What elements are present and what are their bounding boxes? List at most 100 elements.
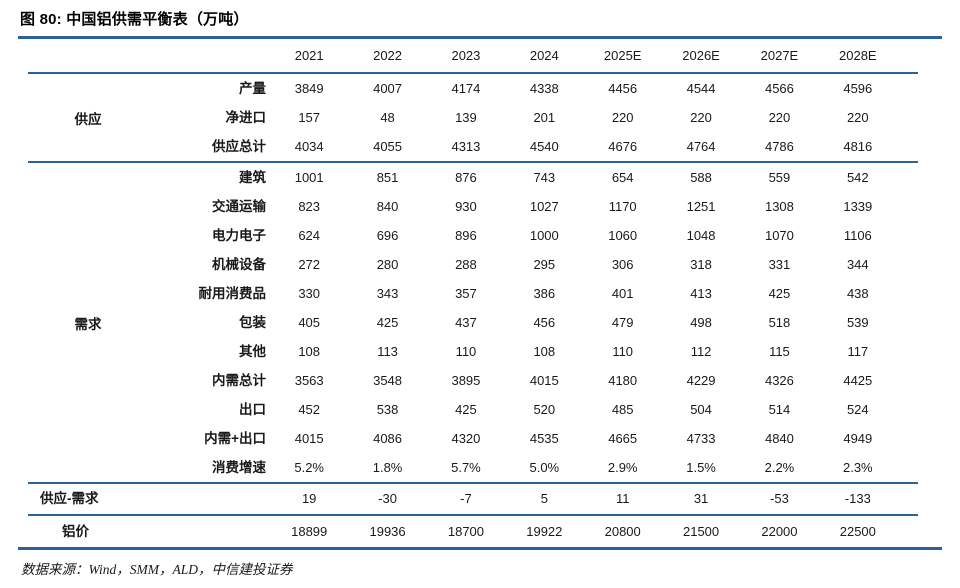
table-cell: 5.7% xyxy=(451,460,481,475)
table-cell: 3563 xyxy=(294,373,324,388)
table-cell: 4816 xyxy=(843,139,873,154)
year-header: 2022 xyxy=(373,48,403,63)
table-cell: 425 xyxy=(376,315,399,330)
table-cell: 624 xyxy=(298,228,321,243)
table-cell: 48 xyxy=(380,110,395,125)
table-cell: 4786 xyxy=(764,139,794,154)
table-cell: 306 xyxy=(611,257,634,272)
table-cell: 542 xyxy=(846,170,869,185)
table-cell: 4229 xyxy=(686,373,716,388)
table-cell: 139 xyxy=(455,110,477,125)
table-cell: 1106 xyxy=(843,228,872,243)
table-cell: 288 xyxy=(455,257,477,272)
table-cell: 425 xyxy=(455,402,477,417)
table-cell: 518 xyxy=(768,315,791,330)
table-cell: 11 xyxy=(615,491,630,506)
table-cell: 18899 xyxy=(291,524,328,539)
data-source-note: 数据来源：Wind，SMM，ALD，中信建投证券 xyxy=(21,562,293,577)
row-label: 交通运输 xyxy=(212,199,266,214)
table-cell: 20800 xyxy=(604,524,641,539)
table-cell: 851 xyxy=(376,170,399,185)
table-cell: 4338 xyxy=(529,81,559,96)
table-cell: 1308 xyxy=(764,199,794,214)
table-cell: 2.3% xyxy=(842,460,873,475)
table-rule xyxy=(28,482,918,484)
table-cell: 157 xyxy=(298,110,321,125)
table-cell: 4007 xyxy=(373,81,403,96)
table-cell: 425 xyxy=(768,286,791,301)
table-cell: 823 xyxy=(298,199,321,214)
table-cell: 4015 xyxy=(294,431,324,446)
table-cell: 4326 xyxy=(764,373,794,388)
table-cell: -133 xyxy=(844,491,871,506)
table-cell: 110 xyxy=(612,344,634,359)
table-cell: 4320 xyxy=(451,431,481,446)
table-cell: 1170 xyxy=(608,199,637,214)
year-header: 2023 xyxy=(451,48,481,63)
table-cell: 220 xyxy=(611,110,634,125)
row-label: 产量 xyxy=(239,81,266,96)
table-cell: 520 xyxy=(533,402,556,417)
row-label: 机械设备 xyxy=(212,257,266,272)
table-cell: 456 xyxy=(533,315,556,330)
figure-title: 图 80: 中国铝供需平衡表（万吨） xyxy=(20,11,249,28)
table-cell: 3849 xyxy=(294,81,324,96)
table-cell: 4544 xyxy=(686,81,716,96)
year-header: 2021 xyxy=(294,48,324,63)
table-cell: 108 xyxy=(533,344,556,359)
table-cell: 4764 xyxy=(686,139,716,154)
table-cell: 896 xyxy=(455,228,477,243)
row-label: 出口 xyxy=(239,402,266,417)
table-cell: 331 xyxy=(768,257,791,272)
table-cell: 1251 xyxy=(686,199,716,214)
table-cell: 5 xyxy=(540,491,548,506)
year-header: 2025E xyxy=(603,48,642,63)
table-cell: 295 xyxy=(533,257,556,272)
table-cell: 4174 xyxy=(451,81,481,96)
table-cell: 1060 xyxy=(608,228,638,243)
table-cell: 2.2% xyxy=(764,460,795,475)
table-cell: 19936 xyxy=(369,524,406,539)
table-cell: 110 xyxy=(455,344,477,359)
table-cell: 1000 xyxy=(529,228,559,243)
table-cell: 5.2% xyxy=(294,460,324,475)
table-cell: 3548 xyxy=(373,373,403,388)
table-cell: 4535 xyxy=(529,431,559,446)
table-cell: 4665 xyxy=(608,431,638,446)
table-cell: 4949 xyxy=(843,431,873,446)
table-cell: 220 xyxy=(846,110,869,125)
table-cell: 401 xyxy=(611,286,634,301)
table-cell: 318 xyxy=(690,257,712,272)
table-cell: 4596 xyxy=(843,81,873,96)
table-cell: 22500 xyxy=(839,524,876,539)
table-cell: 3895 xyxy=(451,373,481,388)
row-label: 其他 xyxy=(239,344,266,359)
table-cell: 5.0% xyxy=(529,460,560,475)
table-cell: 1070 xyxy=(764,228,794,243)
table-cell: 21500 xyxy=(682,524,720,539)
table-cell: 876 xyxy=(455,170,477,185)
table-cell: 588 xyxy=(690,170,712,185)
row-label: 供应总计 xyxy=(212,139,266,154)
table-cell: -53 xyxy=(770,491,789,506)
table-header-row: 2021 2022 2023 2024 2025E 2026E 2027E 2028E xyxy=(18,39,942,72)
table-cell: 4676 xyxy=(608,139,638,154)
table-cell: 930 xyxy=(455,199,477,214)
table-cell: 504 xyxy=(690,402,712,417)
table-cell: 4015 xyxy=(529,373,559,388)
table-cell: 479 xyxy=(611,315,634,330)
header-spacer xyxy=(18,39,158,72)
table-cell: 330 xyxy=(298,286,321,301)
table-cell: 22000 xyxy=(761,524,798,539)
table-cell: 1048 xyxy=(686,228,716,243)
table-cell: 18700 xyxy=(447,524,485,539)
header-spacer xyxy=(158,39,270,72)
table-cell: 4313 xyxy=(451,139,481,154)
table-cell: 112 xyxy=(690,344,712,359)
table-cell: 344 xyxy=(846,257,869,272)
table-cell: 113 xyxy=(377,344,398,359)
table-cell: 1339 xyxy=(843,199,873,214)
table-cell: 117 xyxy=(847,344,869,359)
row-label: 内需总计 xyxy=(212,373,266,388)
